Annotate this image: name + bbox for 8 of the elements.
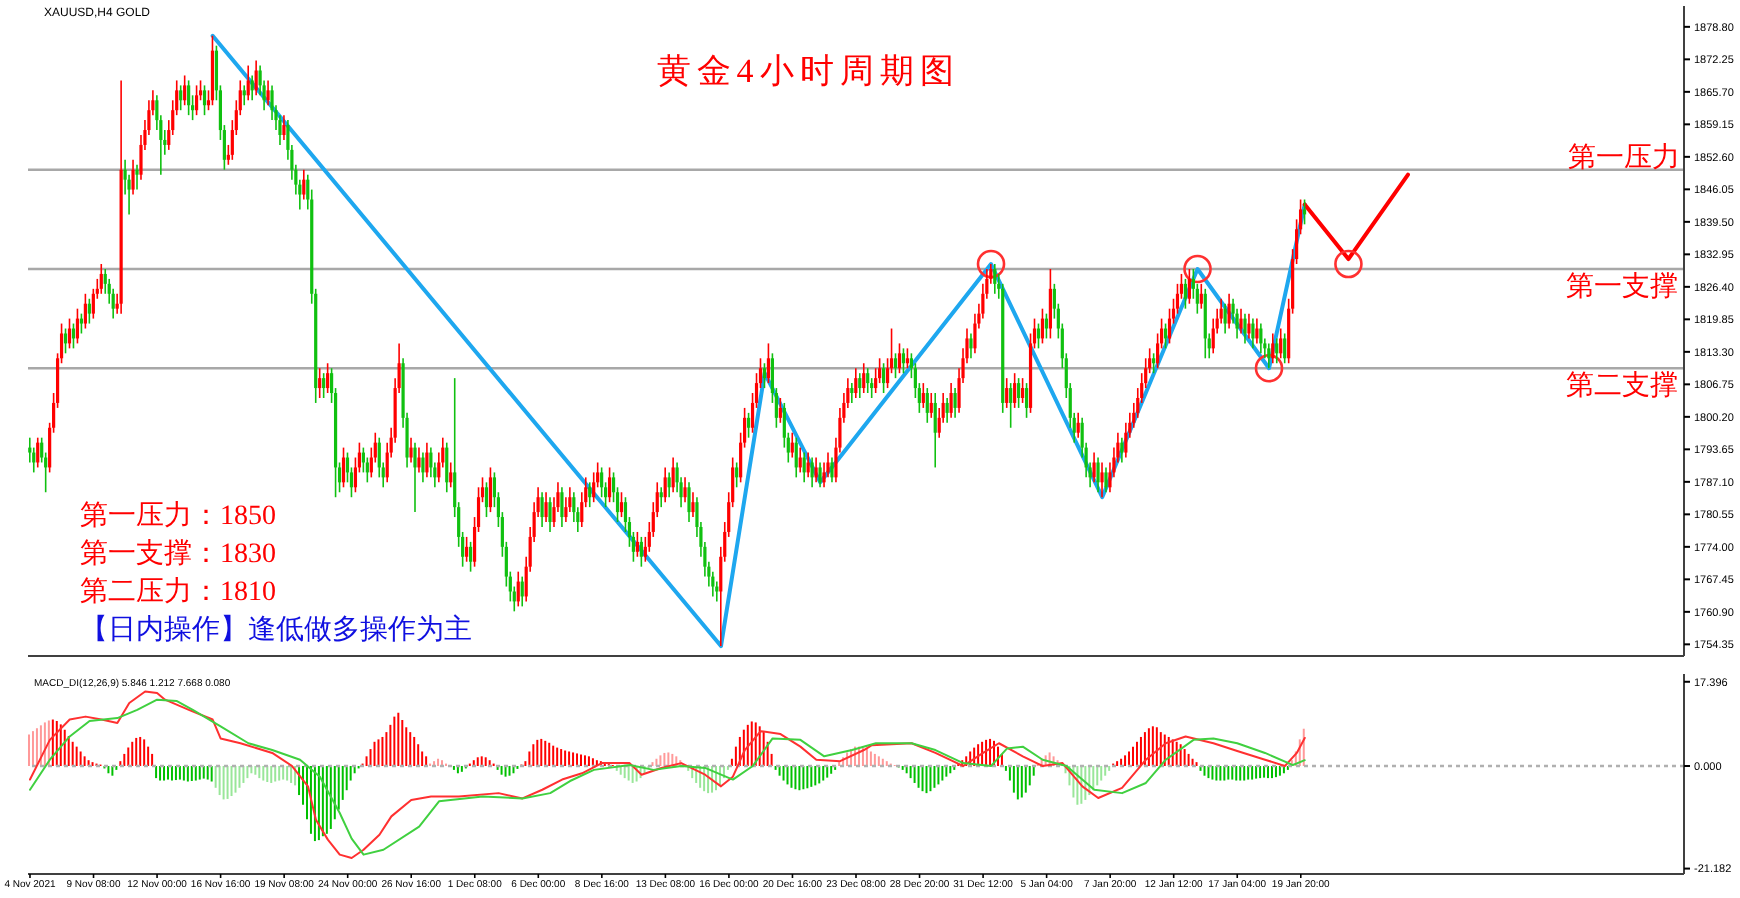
ref-line-label: 第一支撑	[1566, 270, 1678, 303]
annotation: 【日内操作】逢低做多操作为主	[80, 612, 472, 650]
ref-line-label: 第二支撑	[1566, 370, 1678, 403]
annotation: 第一压力：1850	[80, 499, 276, 536]
annotation: 第一支撑：1830	[80, 537, 276, 574]
annotation: 第二压力：1810	[80, 575, 276, 612]
ref-line-label: 第一压力	[1568, 141, 1680, 174]
text: 黄金4小时周期图	[656, 52, 960, 92]
